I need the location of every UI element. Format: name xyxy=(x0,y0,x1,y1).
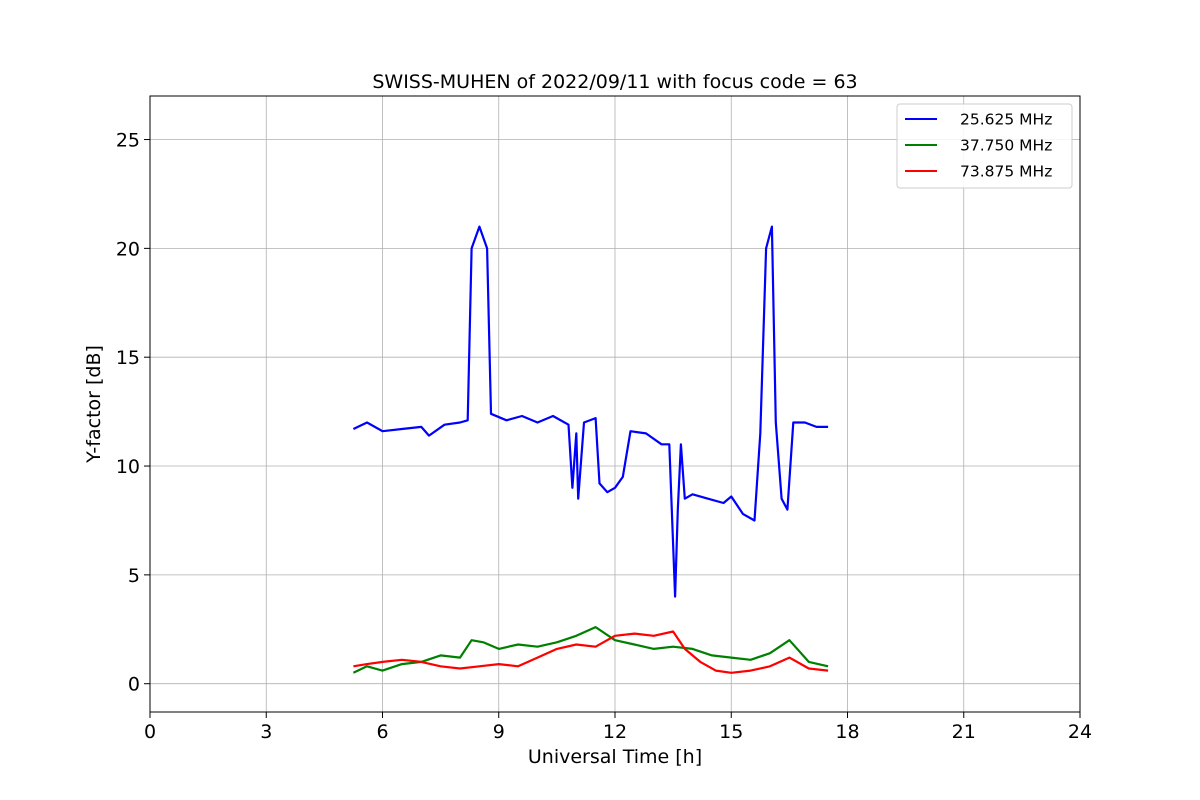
x-tick-label: 12 xyxy=(603,721,627,743)
grid xyxy=(149,96,1081,712)
series-line-37-750-mhz xyxy=(352,625,829,674)
x-tick-label: 24 xyxy=(1068,721,1092,743)
x-axis-label: Universal Time [h] xyxy=(528,746,702,768)
y-tick-label: 25 xyxy=(116,130,140,152)
y-tick-label: 5 xyxy=(128,565,140,587)
x-tick-label: 15 xyxy=(719,721,743,743)
legend-label: 25.625 MHz xyxy=(960,111,1052,129)
y-tick-label: 0 xyxy=(128,674,140,696)
chart-title: SWISS-MUHEN of 2022/09/11 with focus cod… xyxy=(372,71,857,93)
plot-series xyxy=(352,225,829,674)
y-tick-label: 20 xyxy=(116,238,140,260)
legend: 25.625 MHz 37.750 MHz 73.875 MHz xyxy=(896,103,1073,189)
axis-ticks: 0 3 6 9 12 15 18 21 24 0 5 10 15 20 25 xyxy=(116,130,1092,743)
series-line-73-875-mhz xyxy=(353,630,829,674)
x-tick-label: 0 xyxy=(144,721,156,743)
y-tick-label: 15 xyxy=(116,347,140,369)
x-tick-label: 18 xyxy=(835,721,859,743)
legend-box xyxy=(896,103,1073,189)
x-tick-label: 6 xyxy=(376,721,388,743)
x-tick-label: 21 xyxy=(952,721,976,743)
x-tick-label: 3 xyxy=(260,721,272,743)
legend-label: 37.750 MHz xyxy=(960,137,1052,155)
y-tick-label: 10 xyxy=(116,456,140,478)
series-line-25-625-mhz xyxy=(352,225,829,598)
legend-label: 73.875 MHz xyxy=(960,163,1052,181)
y-axis-label: Y-factor [dB] xyxy=(83,345,105,464)
x-tick-label: 9 xyxy=(493,721,505,743)
